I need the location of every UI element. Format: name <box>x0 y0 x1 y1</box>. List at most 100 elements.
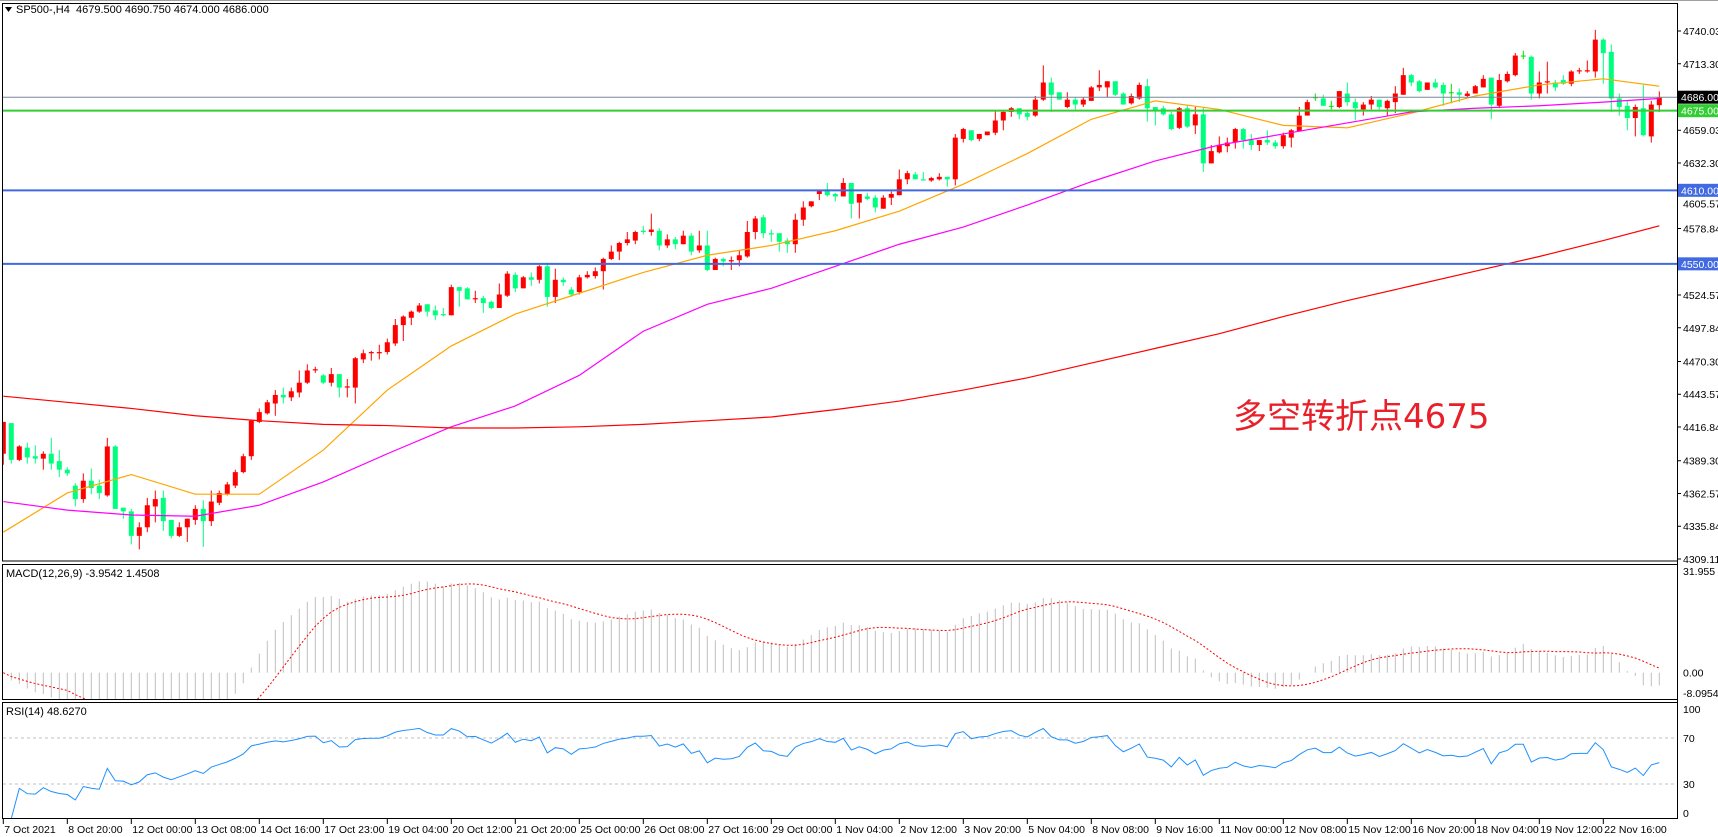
candle <box>480 295 486 313</box>
candle-body <box>536 266 542 280</box>
candle-body <box>104 446 110 496</box>
time-label: 1 Nov 04:00 <box>836 824 893 836</box>
candle-body <box>416 305 422 312</box>
candle-body <box>1296 115 1302 132</box>
chart-symbol: SP500-,H4 <box>16 4 70 16</box>
candle <box>1336 91 1342 109</box>
candle-body <box>736 255 742 261</box>
candle <box>136 522 142 550</box>
candle-body <box>448 287 454 316</box>
candle-body <box>1432 82 1438 88</box>
candle <box>968 130 974 142</box>
candle <box>1440 82 1446 106</box>
price-label: 4740.030 <box>1683 26 1718 38</box>
candle-body <box>936 176 942 180</box>
candle-body <box>848 182 854 204</box>
candle <box>384 338 390 355</box>
candle <box>912 171 918 180</box>
candle-body <box>1280 135 1286 147</box>
annotation-text[interactable]: 多空转折点4675 <box>1233 397 1490 437</box>
candle-body <box>1072 99 1078 105</box>
candle-body <box>1064 99 1070 108</box>
candle <box>1040 65 1046 101</box>
candle-body <box>1360 104 1366 110</box>
candle-body <box>720 258 726 262</box>
candle-body <box>688 235 694 252</box>
time-label: 16 Nov 20:00 <box>1412 824 1475 836</box>
macd-signal-line <box>3 583 1660 699</box>
candle-body <box>304 370 310 383</box>
candle-body <box>568 289 574 295</box>
candle-body <box>1320 98 1326 106</box>
candle-body <box>192 508 198 520</box>
price-label: 4605.570 <box>1683 198 1718 210</box>
candle <box>336 374 342 398</box>
candle-body <box>608 251 614 259</box>
macd-axis-label: -8.0954 <box>1683 688 1718 700</box>
candle-body <box>1400 75 1406 95</box>
price-marker-label: 4610.000 <box>1681 185 1718 197</box>
candle <box>1528 55 1534 100</box>
time-label: 9 Nov 16:00 <box>1156 824 1213 836</box>
candle-body <box>1000 111 1006 121</box>
candle-body <box>600 258 606 272</box>
candle <box>64 467 70 476</box>
candle-body <box>160 497 166 522</box>
candle-body <box>1544 81 1550 83</box>
candle-body <box>576 277 582 293</box>
candle-body <box>1352 102 1358 109</box>
candle <box>1624 100 1630 131</box>
candle-body <box>288 391 294 398</box>
candle-body <box>1032 99 1038 116</box>
price-label: 4470.300 <box>1683 356 1718 368</box>
candle-body <box>456 287 462 291</box>
candle-body <box>672 239 678 245</box>
candle <box>1088 86 1094 101</box>
candle-body <box>1192 114 1198 126</box>
candle-body <box>528 277 534 280</box>
candle-body <box>128 511 134 536</box>
price-marker-box <box>1678 90 1718 104</box>
candle <box>560 277 566 286</box>
rsi-axis-label: 0 <box>1683 808 1689 820</box>
candle-body <box>144 505 150 528</box>
candle <box>16 445 22 462</box>
candle <box>1024 110 1030 121</box>
candle <box>1608 44 1614 112</box>
rsi-axis-label: 100 <box>1683 704 1701 716</box>
candle-body <box>1472 86 1478 94</box>
chart-ohlc: 4679.500 4690.750 4674.000 4686.000 <box>76 4 269 16</box>
candle-body <box>112 446 118 509</box>
time-label: 12 Oct 00:00 <box>132 824 192 836</box>
candle <box>1480 75 1486 88</box>
candle <box>1208 144 1214 164</box>
triangle-down-icon[interactable] <box>5 7 12 12</box>
candle-body <box>392 325 398 344</box>
candle <box>424 304 430 317</box>
candle <box>1328 100 1334 110</box>
candle <box>192 505 198 525</box>
candle-body <box>760 217 766 234</box>
candle <box>832 192 838 202</box>
candle-body <box>800 207 806 220</box>
candle <box>1448 83 1454 104</box>
candle <box>160 490 166 531</box>
candle <box>1600 38 1606 84</box>
candle-body <box>1616 98 1622 108</box>
candle <box>288 387 294 402</box>
time-label: 29 Oct 00:00 <box>772 824 832 836</box>
candle-body <box>1184 108 1190 127</box>
candle-body <box>280 394 286 398</box>
candle-body <box>1256 140 1262 145</box>
time-label: 21 Oct 20:00 <box>516 824 576 836</box>
candle-body <box>1392 93 1398 103</box>
price-label: 4659.030 <box>1683 125 1718 137</box>
candle <box>768 229 774 242</box>
candle-body <box>504 273 510 296</box>
candle <box>8 423 14 464</box>
candle <box>1376 99 1382 110</box>
candle <box>1104 81 1110 98</box>
candle-body <box>552 279 558 297</box>
time-label: 18 Nov 04:00 <box>1476 824 1539 836</box>
